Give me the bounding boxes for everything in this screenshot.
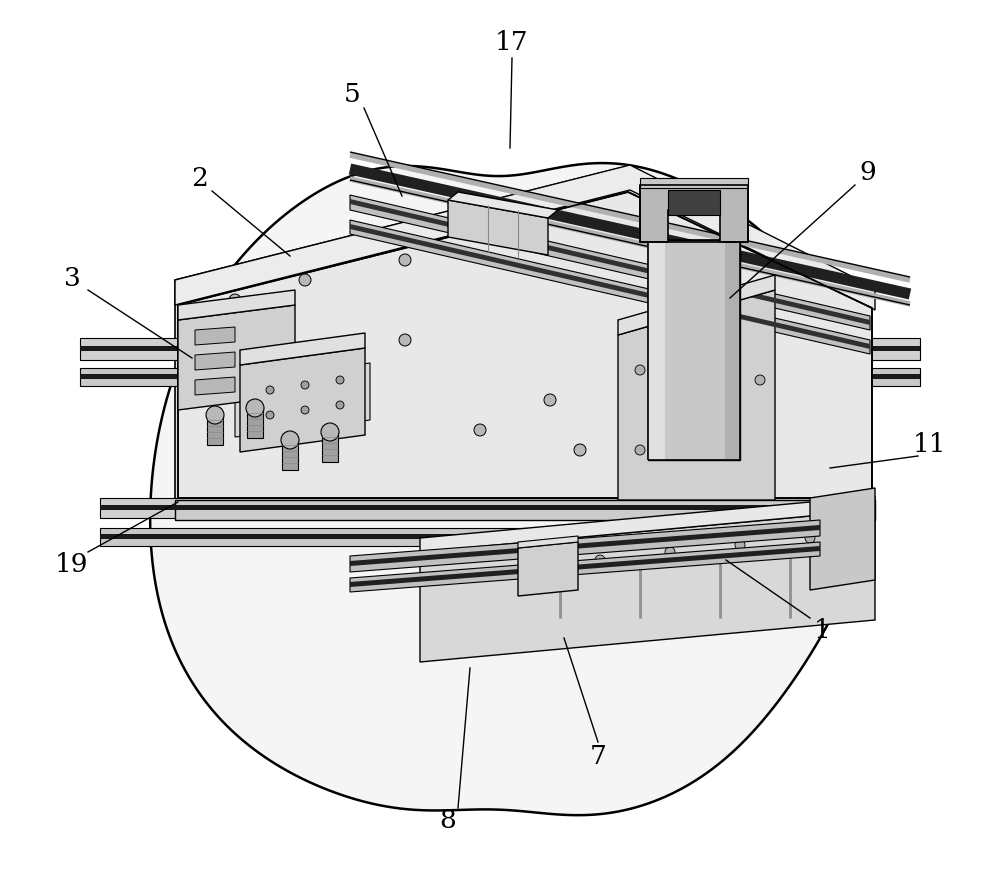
Polygon shape <box>810 488 875 590</box>
Circle shape <box>635 365 645 375</box>
Circle shape <box>266 386 274 394</box>
Circle shape <box>574 444 586 456</box>
Polygon shape <box>80 338 920 360</box>
Polygon shape <box>648 240 740 460</box>
Polygon shape <box>80 368 920 386</box>
Text: 17: 17 <box>495 29 529 54</box>
Polygon shape <box>195 377 235 395</box>
Circle shape <box>321 423 339 441</box>
Polygon shape <box>618 275 775 335</box>
Polygon shape <box>322 432 338 462</box>
Polygon shape <box>618 290 775 500</box>
Circle shape <box>229 374 241 386</box>
Circle shape <box>525 563 535 573</box>
Circle shape <box>336 376 344 384</box>
Circle shape <box>465 570 475 580</box>
Polygon shape <box>178 192 872 498</box>
Circle shape <box>299 354 311 366</box>
Polygon shape <box>240 333 365 365</box>
Circle shape <box>715 425 725 435</box>
Circle shape <box>399 334 411 346</box>
Circle shape <box>735 540 745 550</box>
Polygon shape <box>518 536 578 548</box>
Polygon shape <box>282 440 298 470</box>
Polygon shape <box>648 240 665 460</box>
Polygon shape <box>150 163 865 815</box>
Circle shape <box>229 294 241 306</box>
Circle shape <box>635 445 645 455</box>
Circle shape <box>755 375 765 385</box>
Polygon shape <box>175 168 870 500</box>
Text: 5: 5 <box>344 83 360 108</box>
Circle shape <box>675 395 685 405</box>
Polygon shape <box>350 542 820 592</box>
Circle shape <box>715 345 725 355</box>
Circle shape <box>805 533 815 543</box>
Circle shape <box>301 381 309 389</box>
Circle shape <box>665 547 675 557</box>
Polygon shape <box>350 546 820 587</box>
Polygon shape <box>640 178 748 188</box>
Text: 2: 2 <box>192 166 208 190</box>
Polygon shape <box>448 192 558 218</box>
Circle shape <box>544 394 556 406</box>
Polygon shape <box>668 190 720 215</box>
Polygon shape <box>725 240 740 460</box>
Circle shape <box>336 401 344 409</box>
Polygon shape <box>80 374 920 379</box>
Circle shape <box>644 414 656 426</box>
Text: 19: 19 <box>55 552 89 577</box>
Polygon shape <box>178 305 295 410</box>
Polygon shape <box>640 185 748 242</box>
Polygon shape <box>420 496 875 552</box>
Polygon shape <box>247 408 263 438</box>
Polygon shape <box>195 352 235 370</box>
Circle shape <box>266 411 274 419</box>
Circle shape <box>474 424 486 436</box>
Circle shape <box>301 406 309 414</box>
Polygon shape <box>100 498 870 518</box>
Text: 8: 8 <box>440 807 456 832</box>
Text: 9: 9 <box>860 159 876 184</box>
Polygon shape <box>350 199 870 325</box>
Polygon shape <box>100 505 870 510</box>
Circle shape <box>399 254 411 266</box>
Polygon shape <box>80 346 920 351</box>
Polygon shape <box>350 195 870 330</box>
Circle shape <box>595 555 605 565</box>
Polygon shape <box>420 510 875 662</box>
Polygon shape <box>235 363 370 437</box>
Polygon shape <box>518 542 578 596</box>
Circle shape <box>246 399 264 417</box>
Circle shape <box>281 431 299 449</box>
Polygon shape <box>350 220 870 354</box>
Polygon shape <box>350 224 870 349</box>
Polygon shape <box>175 500 875 520</box>
Text: 11: 11 <box>913 432 947 457</box>
Polygon shape <box>175 165 875 310</box>
Polygon shape <box>240 348 365 452</box>
Polygon shape <box>195 327 235 345</box>
Text: 3: 3 <box>64 265 80 290</box>
Polygon shape <box>350 525 820 566</box>
Text: 7: 7 <box>590 743 606 768</box>
Circle shape <box>206 406 224 424</box>
Polygon shape <box>448 200 548 255</box>
Text: 1: 1 <box>814 618 830 643</box>
Circle shape <box>299 274 311 286</box>
Polygon shape <box>207 415 223 445</box>
Polygon shape <box>100 534 870 539</box>
Polygon shape <box>100 528 870 546</box>
Polygon shape <box>178 290 295 320</box>
Polygon shape <box>350 520 820 572</box>
